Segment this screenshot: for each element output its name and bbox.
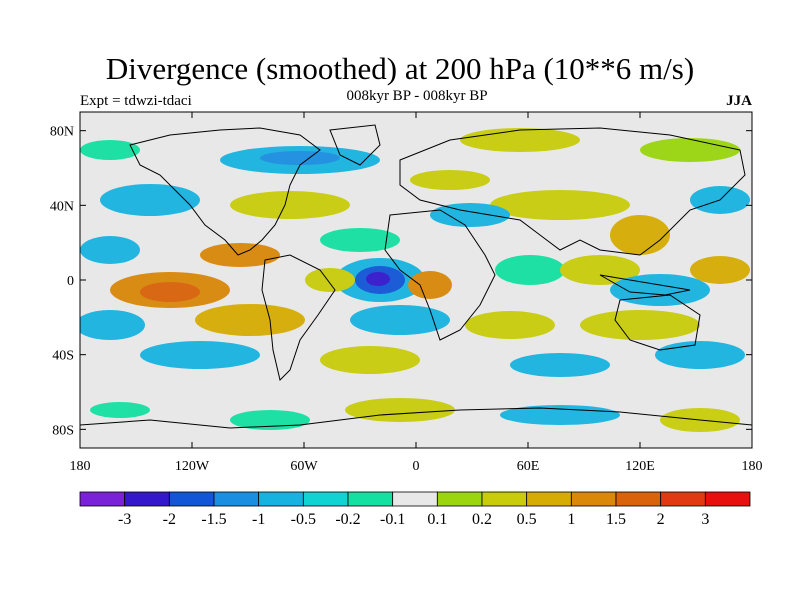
colorbar-swatch — [526, 491, 572, 507]
colorbar-label: 0.2 — [472, 511, 492, 528]
divergence-patch — [580, 310, 700, 340]
plot-subtitle: 008kyr BP - 008kyr BP — [346, 88, 488, 104]
colorbar-swatch — [481, 491, 528, 507]
map-panel: 80N 40N 0 40S 80S 180 120W 60W 0 60E 120E 180 — [50, 111, 763, 474]
divergence-patch — [140, 341, 260, 369]
lon-tick-label: 120E — [625, 459, 655, 474]
lon-tick-label: 0 — [413, 459, 420, 474]
divergence-patch — [100, 184, 200, 216]
divergence-patch — [500, 405, 620, 425]
colorbar-label: -1.5 — [201, 511, 226, 528]
divergence-patch — [490, 190, 630, 220]
divergence-patch — [560, 255, 640, 285]
divergence-patch — [80, 236, 140, 264]
colorbar-swatch — [570, 491, 617, 507]
divergence-patch — [195, 304, 305, 336]
colorbar-swatch — [615, 491, 662, 507]
lat-tick-label: 40N — [50, 199, 74, 214]
divergence-patch — [655, 341, 745, 369]
colorbar-label: 3 — [701, 511, 709, 528]
divergence-patches — [80, 128, 750, 432]
lon-tick-label: 180 — [70, 459, 91, 474]
colorbar-label: -2 — [163, 511, 176, 528]
colorbar-swatch — [660, 491, 706, 507]
colorbar-swatch — [258, 491, 304, 507]
lon-tick-label: 120W — [175, 459, 210, 474]
coastline-eurasia — [399, 127, 746, 256]
lat-tick-label: 80N — [50, 125, 74, 140]
divergence-patch — [410, 170, 490, 190]
divergence-patch — [408, 271, 452, 299]
lon-tick-label: 180 — [742, 459, 763, 474]
colorbar-swatch — [213, 491, 260, 507]
colorbar-label: -0.2 — [335, 511, 360, 528]
colorbar-label: 2 — [657, 511, 665, 528]
divergence-patch — [200, 243, 280, 267]
divergence-patch — [345, 398, 455, 422]
colorbar-swatch — [436, 491, 483, 507]
divergence-patch — [465, 311, 555, 339]
latitude-axis: 80N 40N 0 40S 80S — [50, 125, 752, 438]
lon-tick-label: 60E — [517, 459, 540, 474]
divergence-patch — [320, 346, 420, 374]
lon-tick-label: 60W — [290, 459, 318, 474]
colorbar: -3 -2 -1.5 -1 -0.5 -0.2 -0.1 0.1 0.2 0.5 1 1.5 2 3 — [79, 491, 751, 528]
colorbar-label: -1 — [252, 511, 265, 528]
divergence-patch — [460, 128, 580, 152]
divergence-patch — [260, 151, 340, 165]
coastline-australia — [614, 294, 701, 351]
divergence-patch — [305, 268, 355, 292]
divergence-patch — [80, 140, 140, 160]
coastline-maritime-continent — [599, 274, 691, 296]
colorbar-swatch — [168, 491, 215, 507]
divergence-patch — [510, 353, 610, 377]
coastlines — [80, 124, 752, 429]
colorbar-label: -0.1 — [380, 511, 405, 528]
colorbar-label: -0.5 — [291, 511, 316, 528]
coastline-south-america — [261, 254, 336, 381]
divergence-patch — [90, 402, 150, 418]
divergence-patch — [690, 256, 750, 284]
coastline-greenland — [329, 124, 381, 166]
divergence-field — [80, 124, 752, 432]
divergence-patch — [80, 310, 145, 340]
colorbar-swatch — [124, 491, 170, 507]
divergence-patch — [140, 282, 200, 302]
colorbar-label: 1 — [567, 511, 575, 528]
plot-title: Divergence (smoothed) at 200 hPa (10**6 … — [105, 51, 695, 86]
colorbar-label: 0.1 — [427, 511, 447, 528]
divergence-patch — [366, 272, 390, 286]
coastline-antarctica — [80, 407, 752, 429]
lat-tick-label: 80S — [52, 423, 74, 438]
divergence-patch — [230, 191, 350, 219]
longitude-axis: 180 120W 60W 0 60E 120E 180 — [70, 112, 763, 474]
divergence-patch — [350, 305, 450, 335]
coastline-north-america — [129, 127, 321, 256]
colorbar-swatch — [347, 491, 394, 507]
lat-tick-label: 0 — [67, 274, 74, 289]
colorbar-label: 1.5 — [606, 511, 626, 528]
lat-tick-label: 40S — [52, 349, 74, 364]
experiment-label: Expt = tdwzi-tdaci — [80, 93, 192, 109]
colorbar-swatch — [79, 491, 126, 507]
colorbar-swatch — [302, 491, 349, 507]
colorbar-label: -3 — [118, 511, 131, 528]
colorbar-swatch — [392, 491, 438, 507]
season-label: JJA — [726, 93, 752, 109]
divergence-patch — [320, 228, 400, 252]
divergence-patch — [430, 203, 510, 227]
divergence-patch — [495, 255, 565, 285]
coastline-africa — [384, 209, 496, 341]
colorbar-label: 0.5 — [517, 511, 537, 528]
colorbar-swatch — [704, 491, 751, 507]
divergence-patch — [610, 215, 670, 255]
divergence-patch — [640, 138, 740, 162]
